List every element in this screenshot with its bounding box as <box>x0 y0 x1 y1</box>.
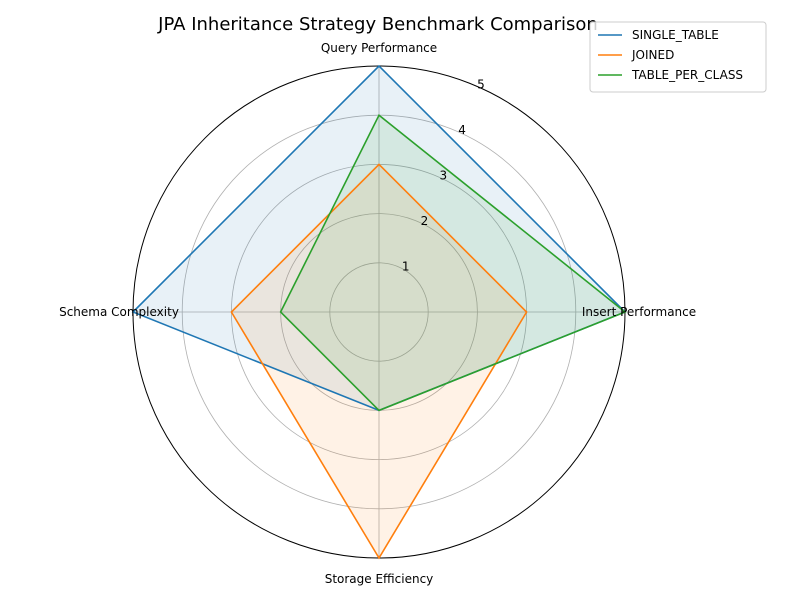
series-fill-single-table <box>133 66 625 411</box>
chart-title: JPA Inheritance Strategy Benchmark Compa… <box>157 14 598 35</box>
legend: SINGLE_TABLE JOINED TABLE_PER_CLASS <box>589 21 767 93</box>
axis-label: Query Performance <box>321 41 437 55</box>
series-line-table-per-class <box>279 113 627 412</box>
legend-frame <box>589 21 767 93</box>
axis-label: Insert Performance <box>582 305 696 319</box>
radial-tick-labels: 1 2 3 4 5 <box>402 78 485 274</box>
radial-tick-label: 1 <box>402 260 410 274</box>
legend-label: JOINED <box>631 48 674 62</box>
series-fills <box>133 66 625 558</box>
legend-label: SINGLE_TABLE <box>632 28 719 42</box>
series-lines <box>131 64 627 560</box>
axis-label: Schema Complexity <box>59 305 179 319</box>
radial-tick-label: 4 <box>458 123 466 137</box>
series-fill-table-per-class <box>280 115 625 411</box>
axis-label: Storage Efficiency <box>325 572 434 586</box>
radial-tick-label: 3 <box>439 169 447 183</box>
radial-tick-label: 5 <box>477 78 485 92</box>
legend-label: TABLE_PER_CLASS <box>631 68 743 82</box>
axis-labels: Query Performance Insert Performance Stora… <box>59 41 696 586</box>
radial-tick-label: 2 <box>421 214 429 228</box>
series-line-joined <box>230 163 528 560</box>
